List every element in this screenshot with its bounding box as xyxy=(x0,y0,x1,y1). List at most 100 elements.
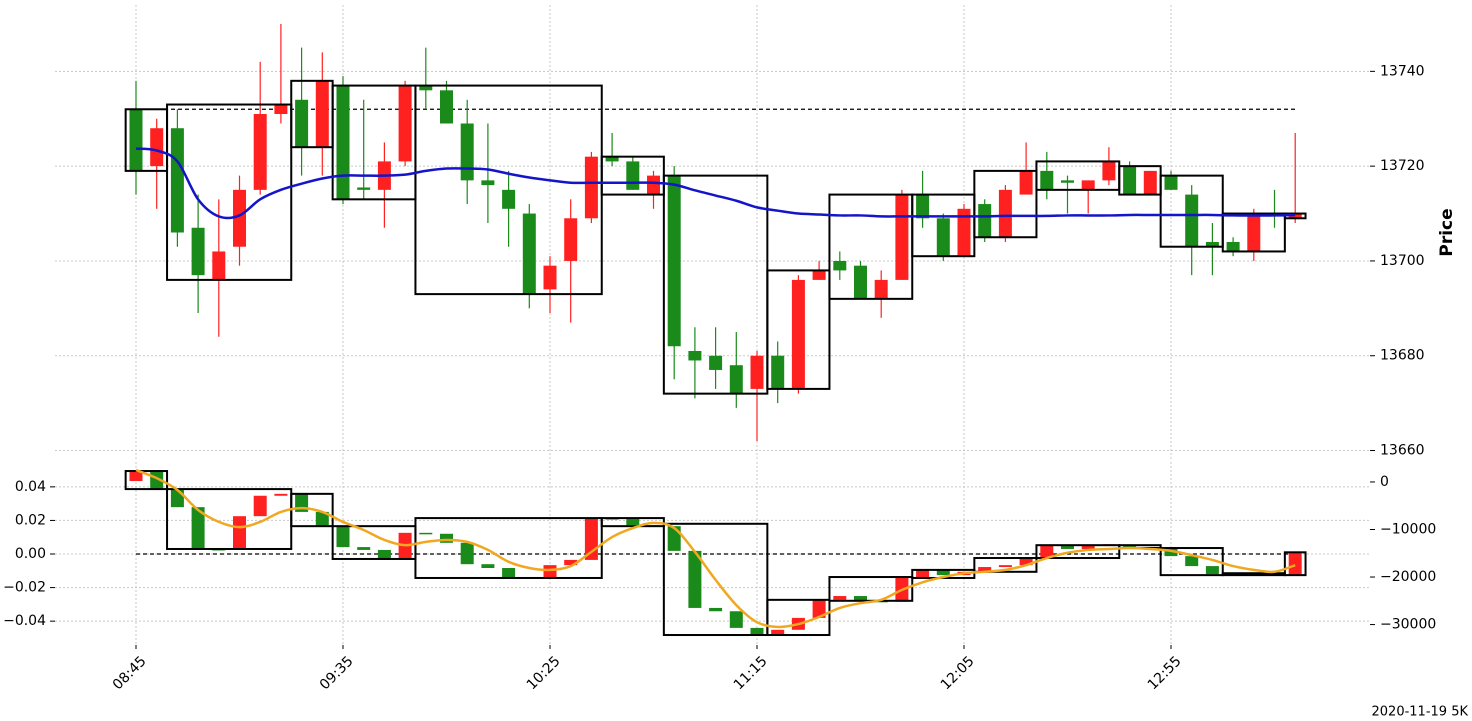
candle-body xyxy=(833,260,847,271)
range-box xyxy=(973,557,1038,573)
candle-body xyxy=(253,495,267,517)
candle-body xyxy=(605,156,619,162)
candle-body xyxy=(336,526,350,548)
candle-body xyxy=(791,279,805,389)
y2-tick-label: −10000 xyxy=(1380,521,1436,537)
candle-body xyxy=(688,550,702,608)
candle-body xyxy=(978,204,992,238)
candle-body xyxy=(481,564,495,568)
candle-body xyxy=(543,265,557,290)
candle-body xyxy=(1205,566,1219,575)
candle-body xyxy=(440,90,453,124)
candle-body xyxy=(812,599,826,618)
candle-body xyxy=(812,270,826,280)
candle-body xyxy=(481,180,495,186)
y2-tick-label: 0 xyxy=(1380,474,1389,490)
candle-body xyxy=(709,607,723,612)
candle-body xyxy=(1019,170,1033,195)
candle-body xyxy=(336,85,350,200)
y-tick-label: −0.04 xyxy=(3,613,46,629)
y-tick-label: 0.02 xyxy=(15,512,46,528)
candle-body xyxy=(771,355,785,389)
y2-tick-label: −30000 xyxy=(1380,617,1436,633)
candle-body xyxy=(626,161,640,190)
candle-body xyxy=(647,175,660,195)
y2-tick-label: −20000 xyxy=(1380,569,1436,585)
candle-body xyxy=(1164,175,1178,190)
candle-body xyxy=(150,128,164,167)
candle-body xyxy=(1226,241,1240,252)
candle-body xyxy=(750,355,764,389)
candle-body xyxy=(1185,194,1199,247)
candle-body xyxy=(1143,170,1157,195)
candle-body xyxy=(522,213,536,295)
candle-body xyxy=(854,265,867,299)
candle-body xyxy=(502,189,516,209)
y-tick-label: 13660 xyxy=(1380,443,1425,459)
candle-body xyxy=(170,128,184,233)
candle-body xyxy=(626,519,640,526)
candle-body xyxy=(584,156,598,219)
range-box xyxy=(766,269,831,390)
candle-body xyxy=(398,85,412,162)
x-tick-label: 10:25 xyxy=(524,653,564,693)
candle-body xyxy=(854,596,867,601)
range-box xyxy=(166,103,293,281)
candle-body xyxy=(998,189,1012,238)
range-box xyxy=(1283,551,1307,577)
y-tick-label: 0.04 xyxy=(15,479,46,495)
range-box xyxy=(766,598,831,637)
candle-body xyxy=(357,187,371,190)
candle-body xyxy=(771,629,785,636)
candle-body xyxy=(295,99,309,148)
range-box xyxy=(414,517,603,579)
range-box xyxy=(1159,547,1224,577)
candle-body xyxy=(1061,180,1074,183)
range-box xyxy=(1221,212,1286,253)
candle-body xyxy=(916,194,930,219)
candle-body xyxy=(377,549,391,559)
candle-body xyxy=(315,511,329,527)
candle-body xyxy=(667,526,681,551)
candle-body xyxy=(191,507,205,549)
candle-body xyxy=(1061,545,1074,549)
candle-body xyxy=(1019,558,1033,566)
candle-body xyxy=(419,85,433,91)
candle-body xyxy=(460,542,474,565)
candle-body xyxy=(978,567,992,572)
footnote: 2020-11-19 5K xyxy=(1372,705,1469,720)
candle-body xyxy=(833,596,847,600)
range-box xyxy=(1159,174,1224,248)
x-tick-label: 09:35 xyxy=(317,653,357,693)
candle-body xyxy=(274,104,288,115)
y-tick-label: −0.02 xyxy=(3,580,46,596)
candle-body xyxy=(502,567,516,578)
candle-body xyxy=(233,189,246,247)
candle-body xyxy=(916,569,930,578)
candle-body xyxy=(1102,161,1116,181)
candle-body xyxy=(1185,556,1199,567)
candle-body xyxy=(729,611,743,628)
candle-body xyxy=(936,569,950,576)
candle-body xyxy=(1247,213,1261,252)
y-tick-label: 13700 xyxy=(1380,253,1425,269)
candle-body xyxy=(440,533,453,543)
candle-body xyxy=(1081,180,1095,190)
candle-body xyxy=(667,175,681,347)
range-box xyxy=(973,169,1038,239)
candle-body xyxy=(1040,545,1054,559)
range-box xyxy=(662,522,769,637)
candle-body xyxy=(129,471,143,482)
candle-body xyxy=(1040,170,1054,190)
candle-body xyxy=(170,489,184,508)
candle-body xyxy=(315,80,329,148)
candle-body xyxy=(564,218,578,261)
candle-body xyxy=(750,627,764,636)
x-tick-label: 08:45 xyxy=(110,653,150,693)
candle-body xyxy=(874,279,888,299)
x-tick-label: 12:05 xyxy=(938,653,978,693)
range-box xyxy=(600,517,665,528)
x-tick-label: 11:15 xyxy=(731,653,771,693)
range-box xyxy=(1035,544,1121,560)
